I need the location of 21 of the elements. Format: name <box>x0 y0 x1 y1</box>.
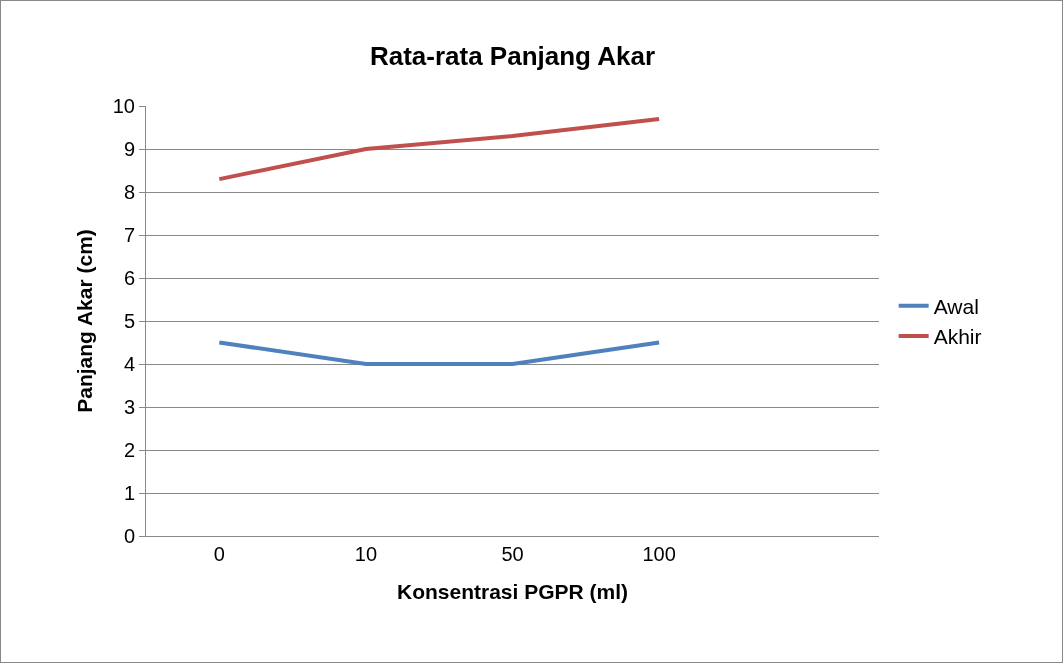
x-axis-title: Konsentrasi PGPR (ml) <box>396 580 629 604</box>
y-tick-label: 4 <box>123 353 135 375</box>
y-tick-label: 6 <box>123 267 135 289</box>
y-tick-label: 7 <box>123 224 135 246</box>
y-tick-label: 9 <box>123 138 135 160</box>
chart-title: Rata-rata Panjang Akar <box>369 41 656 72</box>
y-tick-label: 3 <box>123 396 135 418</box>
y-tick-label: 8 <box>123 181 135 203</box>
y-tick-label: 0 <box>123 525 135 547</box>
legend-label: Akhir <box>933 325 982 349</box>
legend-label: Awal <box>933 294 979 318</box>
x-tick-label: 50 <box>501 543 524 565</box>
line-series <box>217 116 662 182</box>
y-tick-label: 1 <box>123 482 135 504</box>
y-tick-label: 5 <box>123 310 135 332</box>
y-tick-label: 10 <box>112 95 135 117</box>
y-tick-label: 2 <box>123 439 135 461</box>
y-axis-title: Panjang Akar (cm) <box>72 229 96 413</box>
x-tick-label: 100 <box>642 543 676 565</box>
x-tick-label: 10 <box>354 543 378 565</box>
x-tick-label: 0 <box>213 543 225 565</box>
